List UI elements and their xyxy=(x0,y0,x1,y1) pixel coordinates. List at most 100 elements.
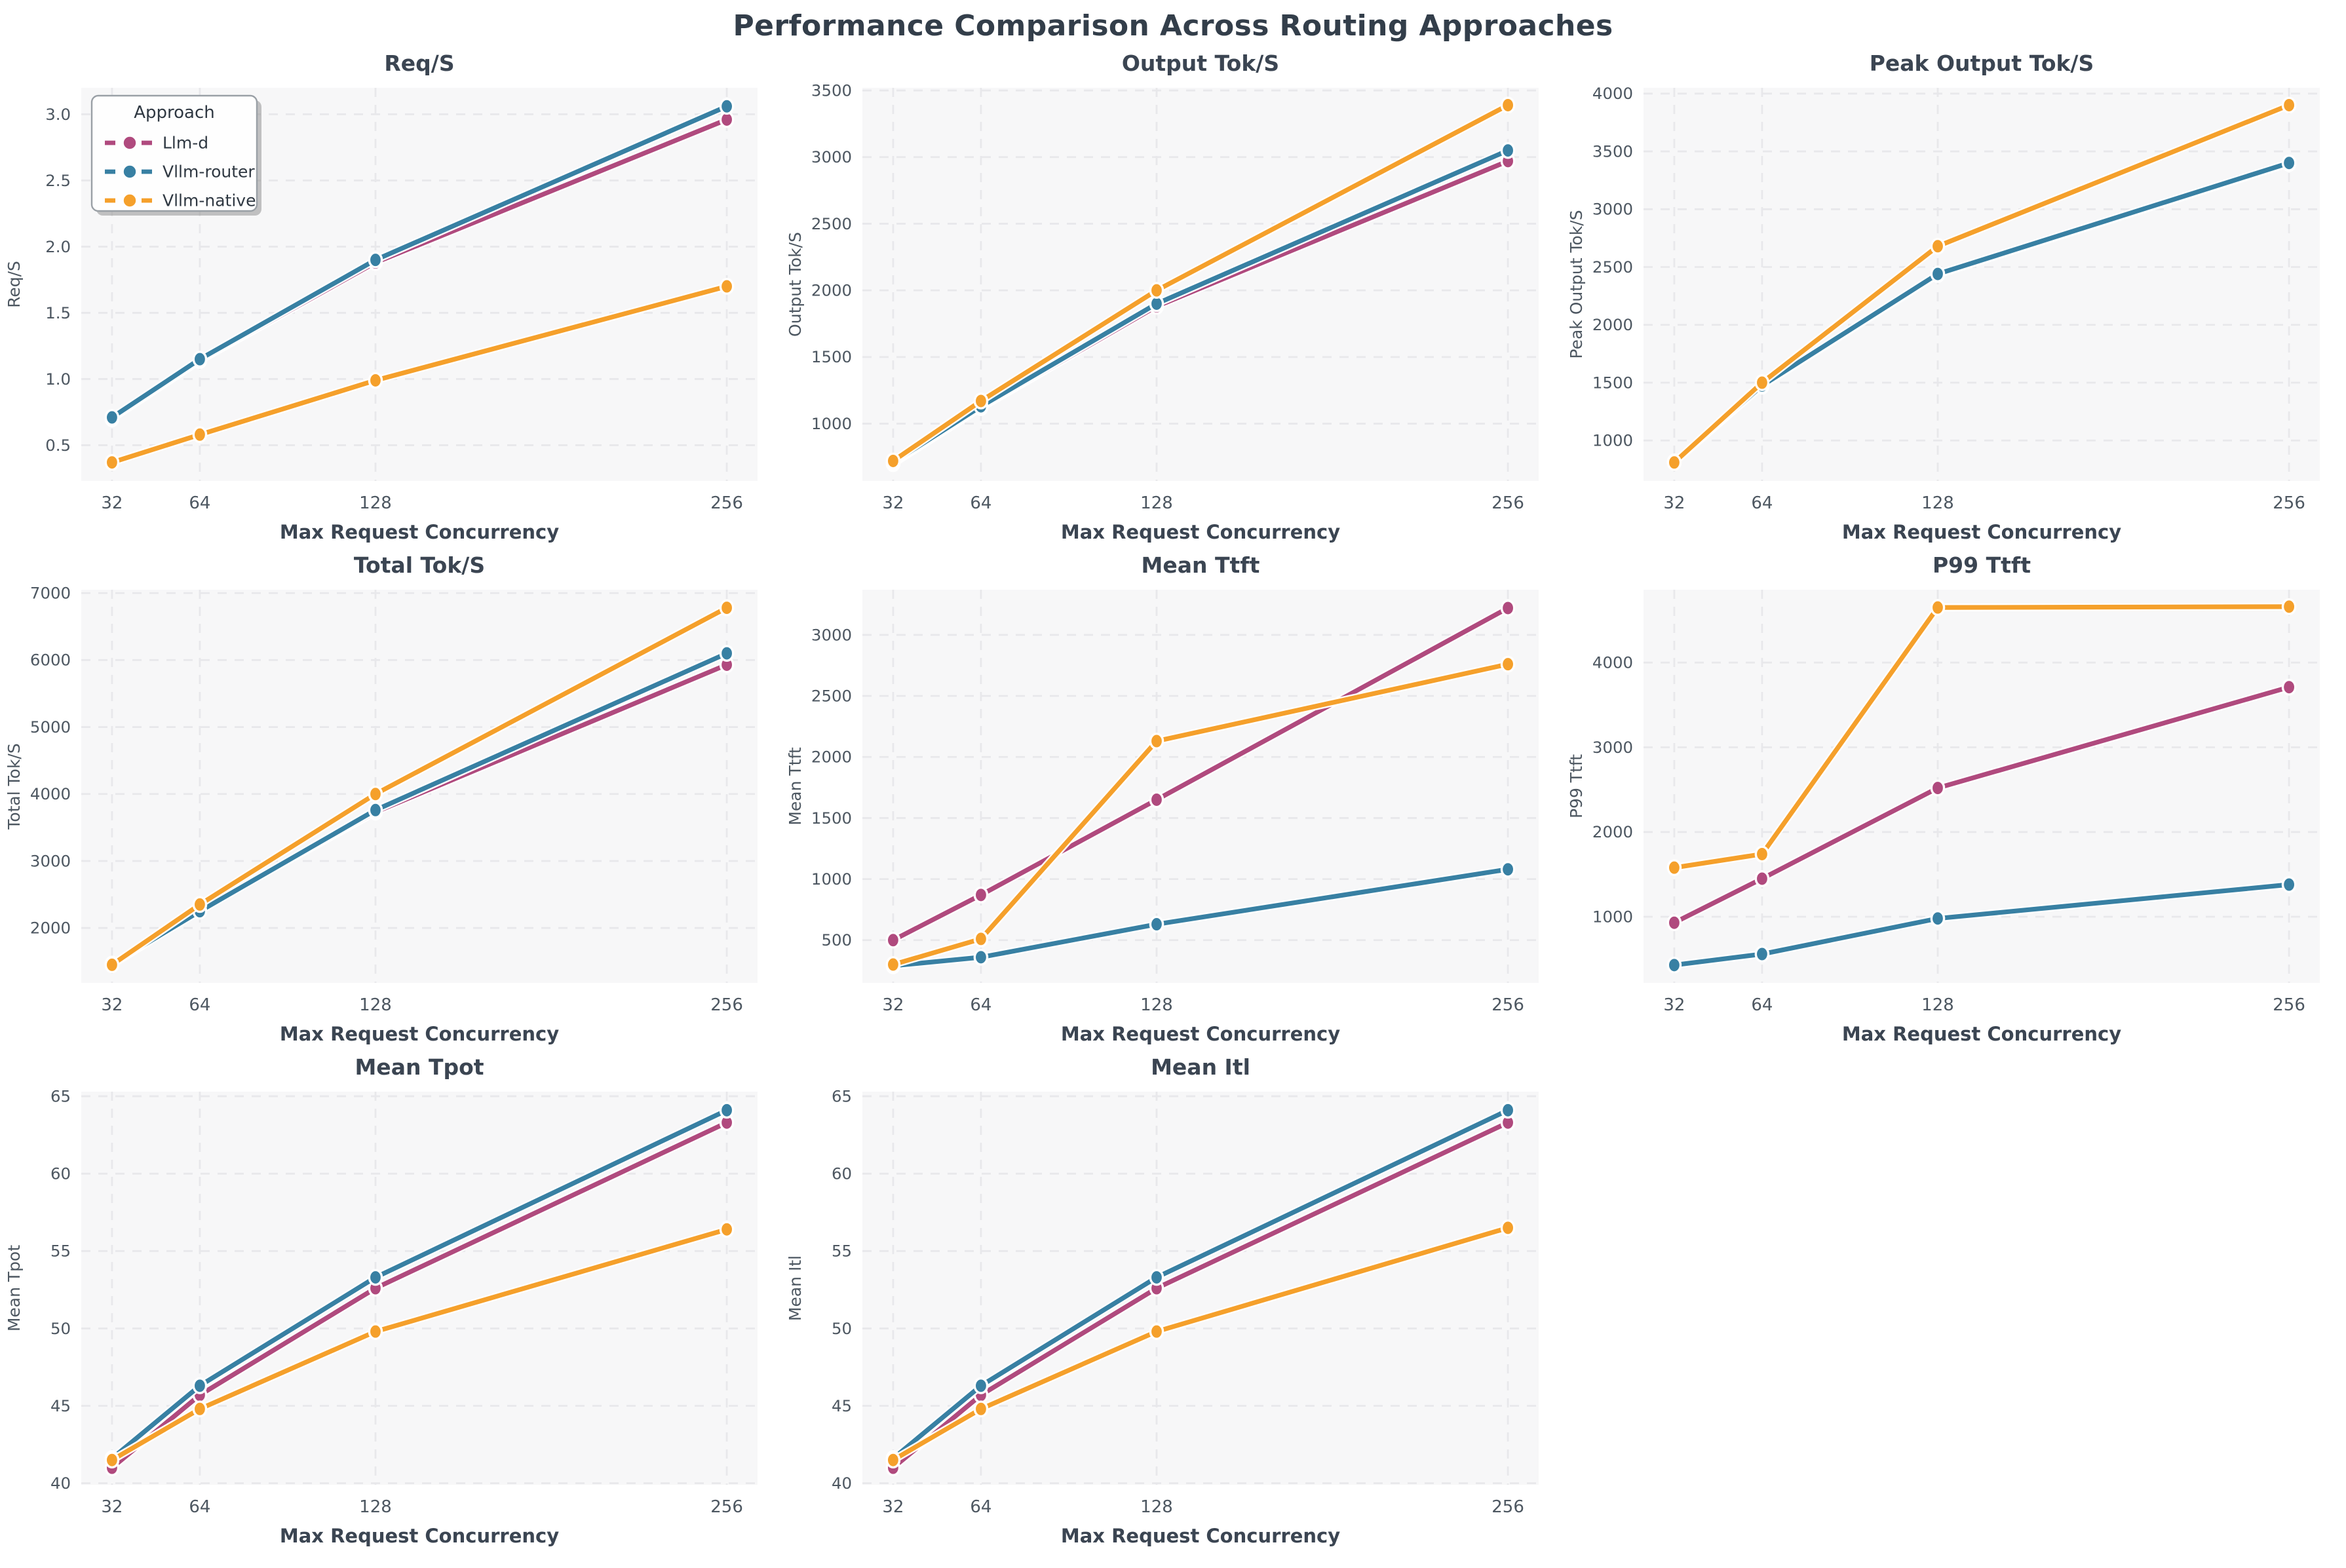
legend-marker xyxy=(121,163,138,180)
x-tick-label: 64 xyxy=(189,493,210,513)
y-tick-label: 500 xyxy=(821,930,852,949)
y-tick-label: 4000 xyxy=(30,784,71,803)
y-tick-label: 4000 xyxy=(1592,84,1633,103)
data-point-marker xyxy=(104,453,120,471)
data-point-marker xyxy=(1754,946,1770,963)
y-tick-label: 55 xyxy=(832,1242,852,1261)
series-line xyxy=(891,662,1510,967)
data-point-marker xyxy=(192,896,208,913)
data-point-marker xyxy=(973,886,989,904)
x-tick-label: 32 xyxy=(882,995,904,1015)
chart-grid: Req/S 0.5 1.0 1.5 2.0 2.5 3.0 32 64 128 256 Max Req… xyxy=(0,48,2346,1554)
chart-title: P99 Ttft xyxy=(1933,552,2031,578)
data-point-marker xyxy=(719,278,735,295)
data-point-marker xyxy=(192,1400,208,1418)
x-tick-label: 128 xyxy=(1140,1497,1173,1517)
data-point-marker xyxy=(719,1221,735,1238)
y-axis-label: Total Tok/S xyxy=(5,743,24,830)
data-point-marker xyxy=(2281,96,2297,114)
data-point-marker xyxy=(1754,845,1770,863)
data-point-marker xyxy=(719,645,735,662)
chart-mean-itl: Mean Itl 40 45 50 55 60 65 32 64 128 256 Max Reques… xyxy=(786,1054,1539,1547)
data-point-marker xyxy=(368,372,383,389)
x-axis-label: Max Request Concurrency xyxy=(1842,521,2121,543)
y-tick-label: 3000 xyxy=(811,625,852,644)
x-tick-label: 128 xyxy=(1140,493,1173,513)
chart-title: Mean Ttft xyxy=(1142,552,1260,578)
data-point-marker xyxy=(368,1269,383,1286)
subplot-req-s: Req/S 0.5 1.0 1.5 2.0 2.5 3.0 32 64 128 256 Max Req… xyxy=(0,48,781,550)
y-tick-label: 2500 xyxy=(811,687,852,706)
y-tick-label: 1500 xyxy=(811,809,852,828)
chart-title: Mean Itl xyxy=(1151,1054,1250,1080)
legend: Approach Llm-d Vllm-router Vllm-native xyxy=(90,94,261,216)
x-tick-label: 128 xyxy=(359,1497,392,1517)
data-point-marker xyxy=(368,785,383,803)
y-tick-label: 45 xyxy=(50,1396,71,1415)
series-line xyxy=(891,1107,1510,1461)
y-tick-label: 3000 xyxy=(811,147,852,166)
chart-title: Total Tok/S xyxy=(354,552,485,578)
data-point-marker xyxy=(1149,282,1164,299)
x-tick-label: 32 xyxy=(882,493,904,513)
chart-p99-ttft: P99 Ttft 1000 2000 3000 4000 32 64 128 256 Max Re… xyxy=(1567,552,2320,1045)
series-line xyxy=(109,284,729,465)
series-line xyxy=(109,605,729,968)
data-point-marker xyxy=(192,351,208,368)
data-point-marker xyxy=(1149,791,1164,809)
x-axis-label: Max Request Concurrency xyxy=(1842,1023,2121,1045)
x-tick-label: 64 xyxy=(1751,493,1773,513)
subplot-output-tok-s: Output Tok/S 1000 1500 2000 2500 3000 3500 32 64… xyxy=(781,48,1562,550)
y-tick-label: 1000 xyxy=(1592,908,1633,927)
y-tick-label: 6000 xyxy=(30,651,71,670)
data-point-marker xyxy=(973,1377,989,1394)
series-line xyxy=(1672,102,2292,465)
y-tick-label: 1000 xyxy=(811,870,852,889)
x-tick-label: 64 xyxy=(189,1497,210,1517)
data-point-marker xyxy=(368,251,383,269)
y-tick-label: 1.0 xyxy=(45,370,71,389)
legend-marker xyxy=(121,192,138,209)
legend-item-label: Llm-d xyxy=(163,134,208,153)
data-point-marker xyxy=(885,956,901,973)
y-tick-label: 1500 xyxy=(1592,373,1633,392)
figure-title: Performance Comparison Across Routing Ap… xyxy=(733,10,1613,43)
y-tick-label: 1000 xyxy=(811,414,852,433)
legend-box xyxy=(90,94,258,212)
x-axis-label: Max Request Concurrency xyxy=(1061,521,1340,543)
x-tick-label: 256 xyxy=(2273,995,2305,1015)
data-point-marker xyxy=(1500,142,1516,159)
y-tick-label: 45 xyxy=(832,1396,852,1415)
plot-area xyxy=(862,1092,1539,1485)
x-axis-label: Max Request Concurrency xyxy=(280,1023,559,1045)
y-tick-label: 65 xyxy=(832,1086,852,1105)
y-tick-label: 2000 xyxy=(811,748,852,767)
subplot-peak-output-tok-s: Peak Output Tok/S 1000 1500 2000 2500 3000 350… xyxy=(1562,48,2343,550)
data-point-marker xyxy=(1500,600,1516,617)
y-axis-label: Mean Tpot xyxy=(5,1245,24,1331)
data-point-marker xyxy=(1149,733,1164,750)
subplot-mean-itl: Mean Itl 40 45 50 55 60 65 32 64 128 256 Max Reques… xyxy=(781,1052,1562,1554)
data-point-marker xyxy=(885,931,901,949)
data-point-marker xyxy=(1930,265,1946,283)
y-tick-label: 2000 xyxy=(1592,315,1633,334)
legend-marker xyxy=(121,134,138,151)
x-tick-label: 32 xyxy=(101,1497,123,1517)
y-tick-label: 40 xyxy=(832,1474,852,1493)
series-line xyxy=(891,102,1510,464)
data-point-marker xyxy=(1666,859,1682,877)
chart-title: Peak Output Tok/S xyxy=(1870,50,2094,76)
x-tick-label: 128 xyxy=(359,493,392,513)
legend-item-label: Vllm-router xyxy=(163,163,255,182)
y-tick-label: 7000 xyxy=(30,584,71,603)
y-tick-label: 1000 xyxy=(1592,431,1633,450)
data-point-marker xyxy=(1930,599,1946,617)
y-tick-label: 4000 xyxy=(1592,653,1633,672)
x-tick-label: 128 xyxy=(1921,995,1954,1015)
data-point-marker xyxy=(1149,915,1164,933)
series-line xyxy=(109,1227,729,1463)
data-point-marker xyxy=(973,392,989,410)
y-tick-label: 3500 xyxy=(1592,142,1633,161)
series-line xyxy=(109,1107,729,1461)
data-point-marker xyxy=(1930,237,1946,255)
